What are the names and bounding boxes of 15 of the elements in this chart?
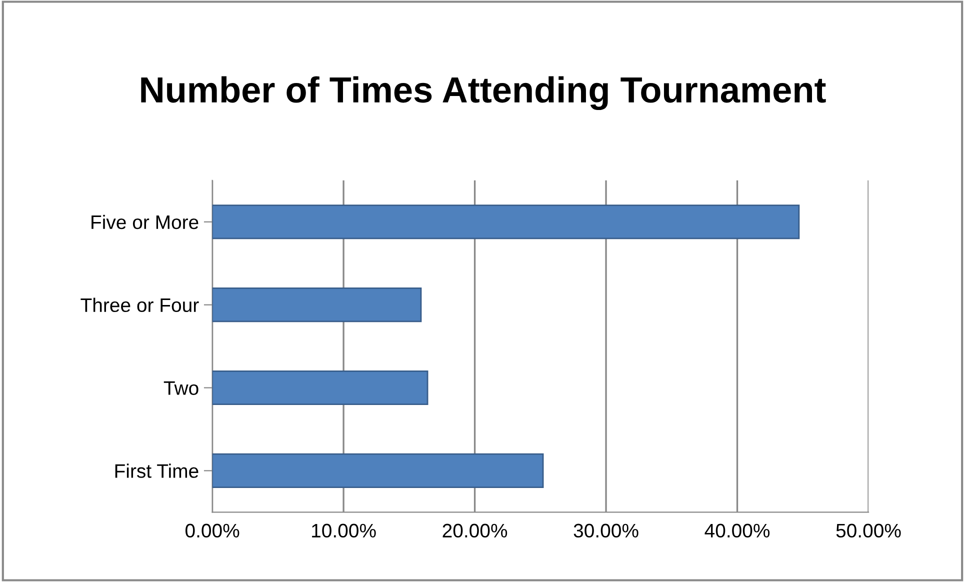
- bar: [212, 453, 544, 488]
- y-tick-label: Two: [164, 381, 198, 395]
- x-tick-label: 20.00%: [442, 524, 508, 538]
- y-tick-label: Five or More: [92, 214, 198, 230]
- y-tick-label: Three or Four: [80, 298, 199, 312]
- bar: [212, 288, 422, 322]
- x-tick-label: 30.00%: [574, 524, 638, 538]
- chart-title: Number of Times Attending Tournament: [141, 76, 826, 110]
- x-tick-label: 10.00%: [312, 524, 376, 538]
- y-tick-label: First Time: [115, 464, 198, 478]
- x-tick-label: 40.00%: [704, 524, 770, 538]
- x-tick-label: 50.00%: [836, 524, 901, 538]
- x-tick-label: 0.00%: [185, 524, 240, 538]
- bar: [212, 370, 428, 406]
- bar: [212, 204, 800, 240]
